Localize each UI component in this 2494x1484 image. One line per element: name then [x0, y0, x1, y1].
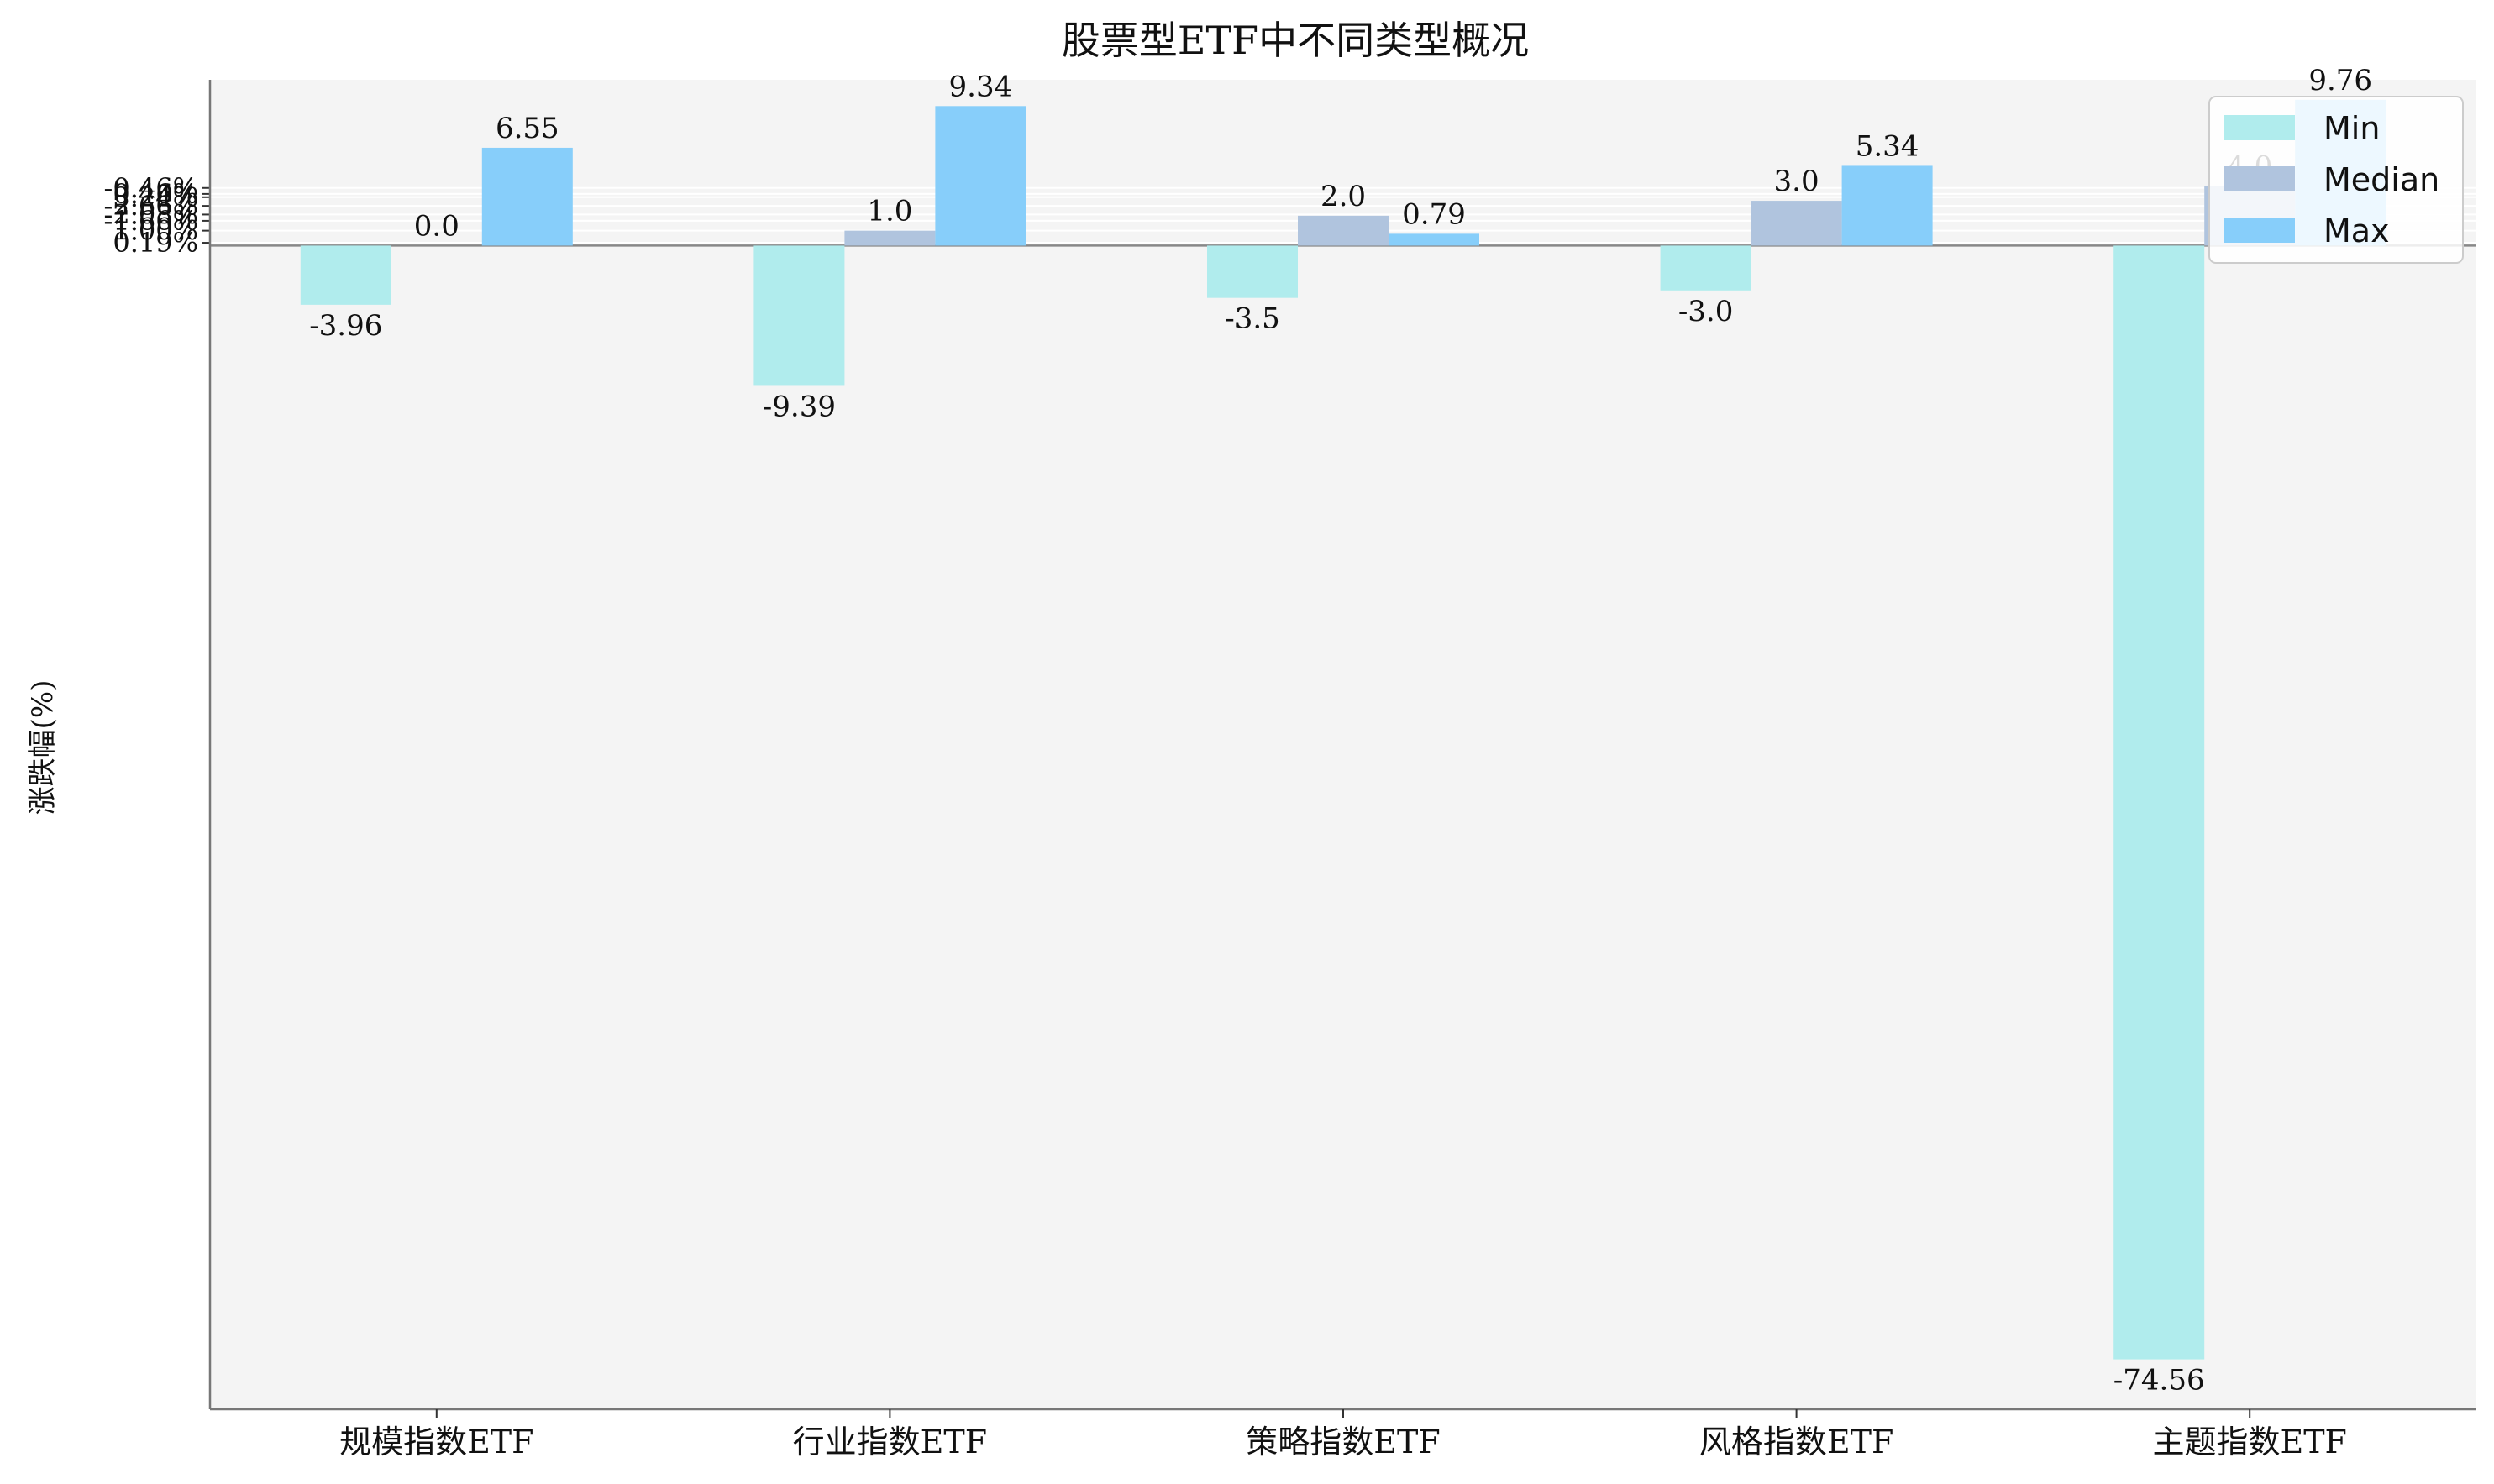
plot-background — [210, 80, 2476, 1409]
legend-label-max: Max — [2323, 212, 2390, 249]
x-tick-label: 风格指数ETF — [1699, 1424, 1893, 1460]
data-label: -74.56 — [2113, 1364, 2205, 1397]
data-label: 3.0 — [1774, 165, 1819, 198]
data-label: 2.0 — [1321, 180, 1366, 213]
x-tick-label: 规模指数ETF — [339, 1424, 533, 1460]
y-tick-label: 0.46% — [113, 178, 198, 210]
data-label: -9.39 — [763, 390, 836, 423]
y-tick-label: -1.66% — [104, 205, 198, 237]
x-tick-label: 主题指数ETF — [2152, 1424, 2346, 1460]
legend-label-min: Min — [2323, 110, 2380, 147]
legend-swatch-median — [2224, 166, 2295, 191]
bar-min-4 — [1660, 245, 1751, 291]
legend-label-median: Median — [2323, 161, 2439, 198]
legend-swatch-max — [2224, 218, 2295, 243]
bar-min-1 — [300, 245, 391, 305]
data-label: -3.5 — [1225, 302, 1280, 336]
bar-max-1 — [481, 147, 573, 246]
data-label: 9.34 — [949, 70, 1013, 103]
data-label: 6.55 — [496, 112, 559, 145]
data-label: 9.76 — [2308, 64, 2372, 97]
bar-min-3 — [1207, 245, 1298, 298]
bar-median-4 — [1751, 201, 1842, 246]
y-tick-label: -2.66% — [104, 190, 198, 222]
bar-median-2 — [844, 230, 936, 246]
x-tick-label: 行业指数ETF — [793, 1424, 987, 1460]
bar-min-2 — [753, 245, 845, 386]
legend-swatch-min — [2224, 115, 2295, 140]
legend[interactable]: Min Median Max — [2208, 96, 2464, 264]
bar-max-2 — [935, 106, 1026, 246]
x-tick-label: 策略指数ETF — [1246, 1424, 1440, 1460]
y-tick-label: -0.46% — [104, 172, 198, 204]
y-tick-label: 3.24% — [113, 181, 198, 213]
y-tick-label: -2.08% — [104, 198, 198, 230]
data-label: -3.0 — [1678, 295, 1734, 328]
data-label: 1.0 — [867, 195, 912, 228]
bar-max-3 — [1389, 233, 1479, 246]
y-tick-label: 1.00% — [113, 215, 198, 247]
bar-max-4 — [1841, 165, 1933, 246]
plot-area: 0.19%1.00%-1.66%-2.08%3.24%-2.66%0.46%-0… — [104, 64, 2476, 1460]
bar-median-3 — [1298, 215, 1389, 246]
data-label: -3.96 — [309, 309, 382, 343]
y-axis-label: 涨跌幅(%) — [26, 680, 60, 815]
bar-min-5 — [2113, 245, 2205, 1360]
chart-title: 股票型ETF中不同类型概况 — [1062, 18, 1529, 63]
data-label: 0.0 — [414, 209, 459, 243]
y-tick-label: 0.19% — [113, 227, 198, 259]
data-label: 0.79 — [1402, 197, 1466, 231]
data-label: 5.34 — [1856, 129, 1919, 163]
